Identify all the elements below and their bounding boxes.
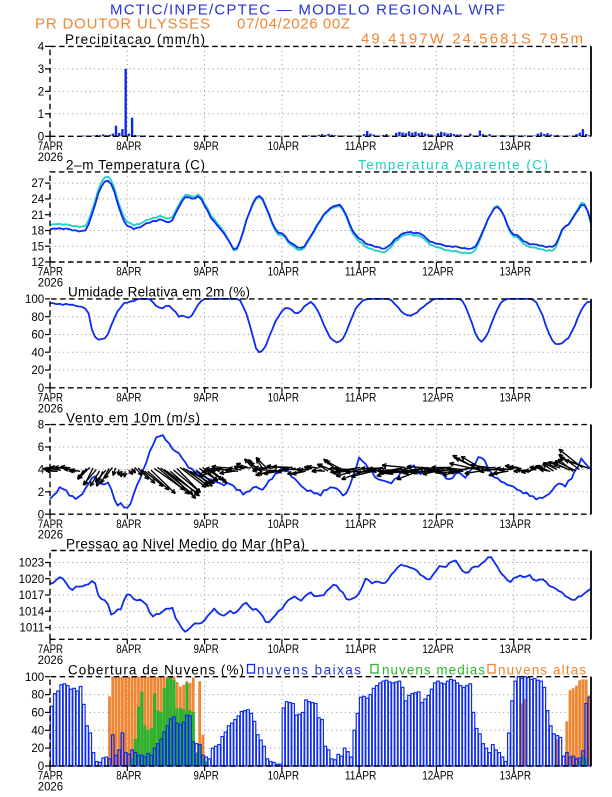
svg-text:13APR: 13APR <box>500 390 532 404</box>
svg-text:21: 21 <box>31 210 44 222</box>
svg-text:13APR: 13APR <box>500 517 532 531</box>
svg-text:07/04/2026 00Z: 07/04/2026 00Z <box>237 16 350 33</box>
svg-text:2026: 2026 <box>38 150 64 164</box>
svg-text:2026: 2026 <box>38 653 64 667</box>
svg-text:10APR: 10APR <box>268 265 300 279</box>
svg-text:1020: 1020 <box>19 574 45 586</box>
svg-text:4: 4 <box>38 465 45 477</box>
svg-text:13APR: 13APR <box>500 642 532 656</box>
svg-text:2026: 2026 <box>38 401 64 415</box>
svg-text:8APR: 8APR <box>116 139 141 153</box>
svg-text:13APR: 13APR <box>500 769 532 783</box>
svg-text:9APR: 9APR <box>194 517 219 531</box>
svg-text:12APR: 12APR <box>422 769 454 783</box>
svg-text:8APR: 8APR <box>116 265 141 279</box>
svg-text:nuvens medias: nuvens medias <box>382 663 485 678</box>
svg-text:2: 2 <box>38 87 44 99</box>
svg-text:60: 60 <box>31 330 44 342</box>
svg-text:PR DOUTOR ULYSSES: PR DOUTOR ULYSSES <box>35 16 210 33</box>
svg-text:15: 15 <box>31 241 44 253</box>
svg-text:12APR: 12APR <box>422 390 454 404</box>
svg-text:20: 20 <box>31 743 44 755</box>
svg-text:10APR: 10APR <box>268 517 300 531</box>
svg-text:Precipitacao (mm/h): Precipitacao (mm/h) <box>65 32 205 47</box>
svg-text:12APR: 12APR <box>422 517 454 531</box>
svg-text:1011: 1011 <box>19 623 44 635</box>
svg-text:1014: 1014 <box>19 606 45 618</box>
svg-text:11APR: 11APR <box>345 769 377 783</box>
svg-text:18: 18 <box>31 226 44 238</box>
svg-text:Pressao ao Nivel Medio do Mar: Pressao ao Nivel Medio do Mar (hPa) <box>66 537 305 552</box>
svg-text:12APR: 12APR <box>422 139 454 153</box>
svg-text:40: 40 <box>31 347 44 359</box>
svg-text:8: 8 <box>38 420 44 432</box>
svg-text:3: 3 <box>38 64 44 76</box>
svg-text:9APR: 9APR <box>194 139 219 153</box>
svg-text:8APR: 8APR <box>116 769 141 783</box>
svg-text:11APR: 11APR <box>345 642 377 656</box>
svg-text:100: 100 <box>25 672 44 684</box>
svg-text:13APR: 13APR <box>500 139 532 153</box>
svg-text:10APR: 10APR <box>268 390 300 404</box>
svg-text:1017: 1017 <box>19 590 45 602</box>
svg-text:60: 60 <box>31 708 44 720</box>
svg-text:8APR: 8APR <box>116 642 141 656</box>
svg-text:4: 4 <box>38 42 45 54</box>
svg-text:8APR: 8APR <box>116 517 141 531</box>
svg-text:20: 20 <box>31 365 44 377</box>
svg-text:40: 40 <box>31 725 44 737</box>
svg-text:Umidade Relativa em 2m (%): Umidade Relativa em 2m (%) <box>68 285 250 300</box>
svg-text:11APR: 11APR <box>345 139 377 153</box>
svg-text:12APR: 12APR <box>422 642 454 656</box>
svg-text:24: 24 <box>31 194 44 206</box>
svg-text:9APR: 9APR <box>194 265 219 279</box>
svg-text:10APR: 10APR <box>268 769 300 783</box>
svg-text:9APR: 9APR <box>194 390 219 404</box>
svg-text:nuvens altas: nuvens altas <box>498 663 586 678</box>
svg-text:1: 1 <box>38 109 44 121</box>
svg-text:9APR: 9APR <box>194 769 219 783</box>
svg-text:2026: 2026 <box>38 276 64 290</box>
svg-text:10APR: 10APR <box>268 642 300 656</box>
svg-text:9APR: 9APR <box>194 642 219 656</box>
svg-text:10APR: 10APR <box>268 139 300 153</box>
svg-text:Vento em 10m (m/s): Vento em 10m (m/s) <box>66 411 200 426</box>
svg-text:2: 2 <box>38 487 44 499</box>
svg-text:11APR: 11APR <box>345 265 377 279</box>
svg-text:11APR: 11APR <box>345 390 377 404</box>
svg-text:6: 6 <box>38 442 44 454</box>
svg-text:Cobertura de Nuvens (%): Cobertura de Nuvens (%) <box>68 663 244 678</box>
svg-text:8APR: 8APR <box>116 390 141 404</box>
svg-text:12APR: 12APR <box>422 265 454 279</box>
svg-text:1023: 1023 <box>19 558 45 570</box>
svg-text:27: 27 <box>31 178 44 190</box>
svg-text:2026: 2026 <box>38 528 64 542</box>
svg-text:11APR: 11APR <box>345 517 377 531</box>
svg-text:80: 80 <box>31 690 44 702</box>
svg-text:2–m Temperatura (C): 2–m Temperatura (C) <box>66 158 205 173</box>
svg-text:13APR: 13APR <box>500 265 532 279</box>
svg-text:100: 100 <box>25 294 44 306</box>
svg-text:2026: 2026 <box>38 780 64 793</box>
svg-text:80: 80 <box>31 312 44 324</box>
svg-text:nuvens baixas: nuvens baixas <box>257 663 361 678</box>
